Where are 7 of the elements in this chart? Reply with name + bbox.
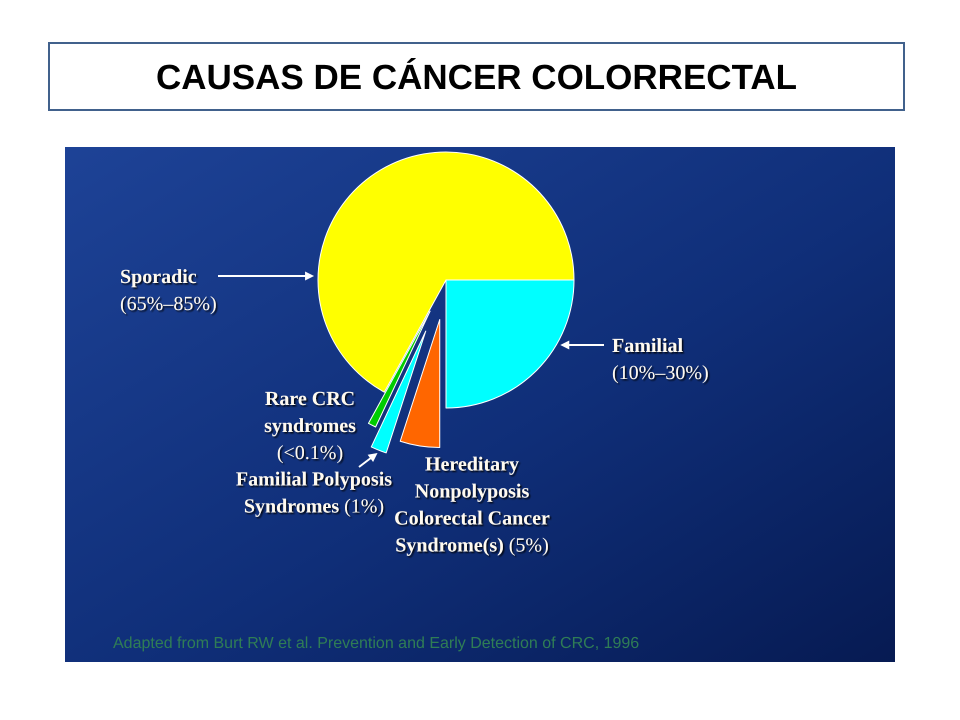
chart-title: CAUSAS DE CÁNCER COLORRECTAL bbox=[156, 57, 798, 97]
slice-label: Sporadic (65%–85%) bbox=[120, 266, 217, 315]
slice-label: Familial Polyposis Syndromes (1%) bbox=[236, 468, 392, 518]
slice-label: Familial (10%–30%) bbox=[612, 335, 709, 384]
slice-label: Hereditary Nonpolyposis Colorectal Cancer Syndrome(s) (5%) bbox=[394, 454, 550, 556]
slice-label: Rare CRC syndromes (<0.1%) bbox=[264, 388, 356, 464]
text: Adapted from Burt RW et al. Prevention and Early Detection of CRC, 1996 bbox=[113, 635, 640, 652]
